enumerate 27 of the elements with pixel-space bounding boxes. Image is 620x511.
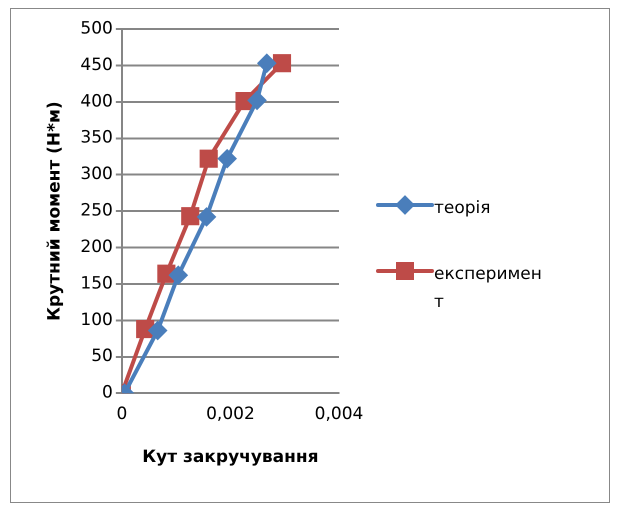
point <box>258 54 276 72</box>
point <box>148 322 167 340</box>
x-tick-label: 0 <box>116 404 128 424</box>
x-tick-label: 0,004 <box>314 404 364 424</box>
point <box>200 150 218 168</box>
point <box>198 208 216 226</box>
x-tick-label: 0,002 <box>206 404 255 424</box>
y-tick-label: 400 <box>80 91 113 112</box>
legend-label: теорія <box>434 197 492 220</box>
y-tick-label: 500 <box>80 18 113 38</box>
y-tick-label: 100 <box>80 310 113 330</box>
y-tick-label: 50 <box>91 346 113 366</box>
y-tick-label: 250 <box>80 200 113 221</box>
y-tick-label: 150 <box>80 273 113 294</box>
point <box>218 150 236 168</box>
point <box>272 54 292 72</box>
point <box>181 207 200 226</box>
y-tick-label: 0 <box>102 382 113 403</box>
x-axis-title: Кут закручування <box>142 447 319 468</box>
y-tick-label: 450 <box>80 54 113 75</box>
point <box>248 91 266 110</box>
legend-label: експеримент <box>434 263 543 314</box>
point <box>169 266 188 284</box>
y-tick-label: 200 <box>80 236 113 257</box>
y-axis-title: Крутний момент (Н*м) <box>44 101 65 321</box>
y-tick-label: 350 <box>80 128 113 148</box>
y-tick-label: 300 <box>80 164 113 184</box>
